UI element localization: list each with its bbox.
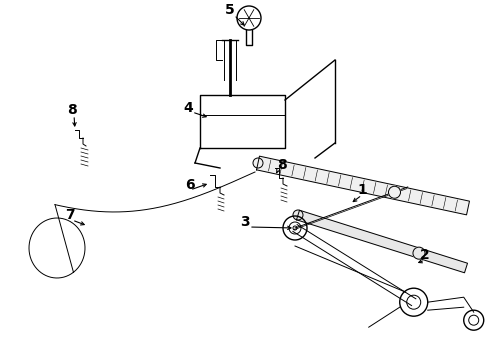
- Circle shape: [252, 158, 263, 168]
- Text: 6: 6: [185, 178, 194, 192]
- Text: 8: 8: [67, 103, 77, 117]
- Circle shape: [292, 210, 303, 220]
- Text: 3: 3: [240, 215, 249, 229]
- Text: 4: 4: [183, 101, 192, 115]
- Text: 5: 5: [224, 3, 234, 17]
- Circle shape: [387, 186, 400, 198]
- Text: 7: 7: [65, 208, 75, 222]
- Circle shape: [412, 247, 424, 259]
- Text: 8: 8: [277, 158, 286, 172]
- Polygon shape: [256, 156, 468, 215]
- Text: 2: 2: [419, 248, 429, 262]
- Text: 1: 1: [356, 183, 366, 197]
- Polygon shape: [296, 210, 467, 273]
